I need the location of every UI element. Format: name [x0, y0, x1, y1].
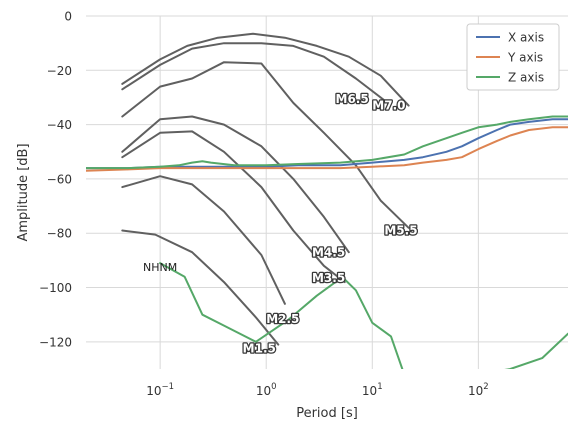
grid	[86, 15, 568, 369]
x-tick-label: 102	[468, 382, 489, 398]
annotation-m7-0: M7.0	[372, 99, 405, 113]
model-curve-nhnm	[159, 262, 568, 369]
series-layer	[86, 32, 568, 369]
y-axis-label: Amplitude [dB]	[16, 143, 31, 241]
x-tick-label: 100	[256, 382, 277, 398]
y-tick-label: −100	[39, 281, 72, 295]
annotation-m4-5: M4.5	[312, 245, 345, 259]
annotations: NHNM M6.5 M7.0 M5.5 M4.5 M3.5 M2.5 M1.5	[143, 91, 419, 357]
model-curve-m5-5	[121, 61, 410, 229]
series-line-y-axis	[86, 126, 568, 172]
tick-labels: 0 −20 −40 −60 −80 −100 −120 10−1 100 101 102	[39, 10, 489, 399]
legend-label-x-axis: X axis	[508, 31, 544, 45]
legend-label-z-axis: Z axis	[508, 71, 544, 85]
model-curve-m2-5	[121, 175, 286, 305]
model-curve-m6-5	[121, 42, 389, 104]
x-tick-label: 101	[362, 382, 383, 398]
annotation-nhnm: NHNM	[143, 261, 177, 274]
annotation-m2-5: M2.5	[266, 312, 299, 326]
model-curve-m1-5	[121, 229, 280, 346]
model-curve-m3-5	[121, 130, 346, 284]
y-tick-label: −40	[47, 118, 72, 132]
y-tick-label: −80	[47, 227, 72, 241]
annotation-m1-5: M1.5	[243, 342, 276, 356]
model-curve-m7-0	[121, 32, 410, 107]
series-line-z-axis	[86, 115, 568, 170]
y-tick-label: −20	[47, 64, 72, 78]
y-tick-label: 0	[64, 10, 72, 24]
legend-label-y-axis: Y axis	[507, 51, 543, 65]
model-curve-m4-5	[121, 115, 350, 254]
annotation-m3-5: M3.5	[312, 271, 345, 285]
x-axis-label: Period [s]	[296, 406, 358, 421]
y-tick-label: −60	[47, 172, 72, 186]
x-tick-label: 10−1	[146, 382, 174, 398]
y-tick-label: −120	[39, 335, 72, 349]
legend: X axis Y axis Z axis	[466, 23, 560, 91]
annotation-m5-5: M5.5	[384, 224, 417, 238]
series-line-x-axis	[86, 118, 568, 170]
legend-box	[466, 23, 560, 91]
annotation-m6-5: M6.5	[336, 92, 369, 106]
